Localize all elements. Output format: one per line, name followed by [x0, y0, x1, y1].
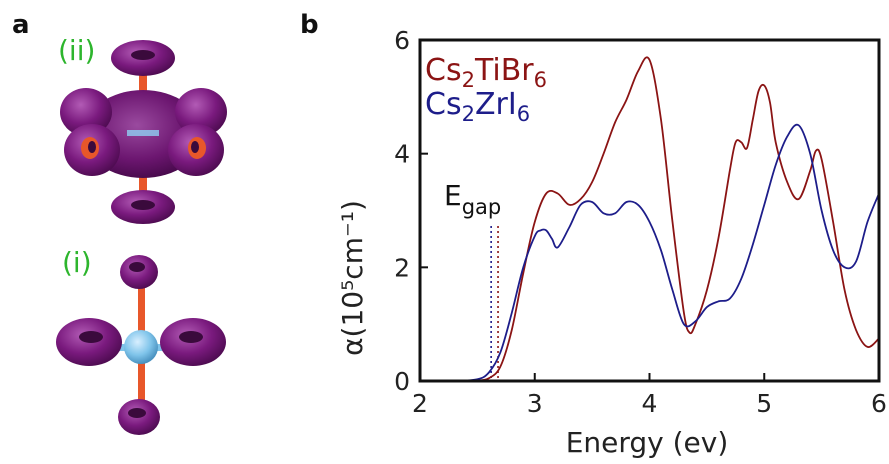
- x-axis-label: Energy (ev): [566, 426, 729, 459]
- lobe-i-top-hole: [129, 262, 145, 272]
- y-tick-label-0: 0: [394, 367, 410, 396]
- lobe-bottom-hole: [131, 200, 155, 210]
- label-ii: (ii): [58, 34, 95, 67]
- panel-a-letter: a: [12, 10, 30, 40]
- y-tick-label-2: 2: [394, 253, 410, 282]
- legend-cs2zri6-mid: ZrI: [475, 87, 517, 122]
- panel-b-letter: b: [300, 10, 319, 40]
- bond-i-top: [138, 285, 145, 335]
- lobe-top-hole: [131, 50, 155, 60]
- orbital-i: [56, 255, 226, 435]
- egap-sub: gap: [462, 195, 502, 219]
- legend-cs2zri6-sub2: 6: [517, 102, 530, 126]
- egap-annotation: Egap: [444, 179, 501, 219]
- legend-cs2tibr6-main: Cs: [425, 53, 462, 88]
- legend-cs2tibr6-sub2: 6: [534, 68, 547, 92]
- bond-bottom: [139, 160, 147, 200]
- lobe-i-left-hole: [79, 331, 103, 343]
- lobe-left-hole: [88, 141, 96, 153]
- inner-bond-highlight: [127, 130, 159, 136]
- egap-main: E: [444, 179, 462, 212]
- legend-entry-cs2tibr6: Cs2TiBr6: [425, 53, 547, 92]
- x-tick-label-6: 6: [871, 389, 887, 418]
- lobe-i-bottom-hole: [128, 408, 146, 418]
- lobe-right-upper: [175, 88, 227, 136]
- x-tick-label-2: 2: [412, 389, 428, 418]
- x-tick-label-3: 3: [527, 389, 543, 418]
- orbital-ii: [60, 40, 227, 224]
- lobe-left-upper: [60, 88, 112, 136]
- legend-cs2zri6-main: Cs: [425, 87, 462, 122]
- bond-i-bottom: [138, 360, 145, 408]
- series-line-cs2tibr6: [420, 56, 879, 381]
- lobe-i-top: [120, 255, 158, 289]
- legend-entry-cs2zri6: Cs2ZrI6: [425, 87, 530, 126]
- central-atom: [124, 330, 158, 364]
- label-i: (i): [62, 246, 92, 279]
- y-tick-label-6: 6: [394, 26, 410, 55]
- legend-cs2zri6-sub1: 2: [462, 102, 475, 126]
- y-tick-label-4: 4: [394, 140, 410, 169]
- panel-a: a (ii) (i): [12, 10, 227, 435]
- x-tick-label-5: 5: [756, 389, 772, 418]
- lobe-i-right-hole: [179, 331, 203, 343]
- legend-cs2tibr6-sub1: 2: [462, 68, 475, 92]
- x-tick-label-4: 4: [642, 389, 658, 418]
- lobe-right-hole: [191, 141, 199, 153]
- y-axis-label: α(10⁵cm⁻¹): [336, 200, 369, 356]
- legend-cs2tibr6-mid: TiBr: [474, 53, 534, 88]
- bond-top: [139, 64, 147, 104]
- legend: Cs2TiBr6 Cs2ZrI6: [425, 53, 547, 126]
- series-line-cs2zri6: [420, 123, 879, 381]
